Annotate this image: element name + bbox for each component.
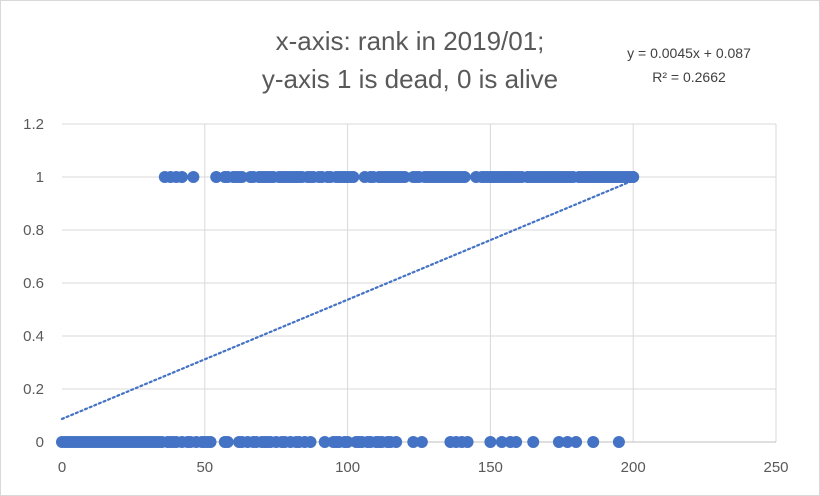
y-tick-label: 1 [36,169,44,186]
y-tick-label: 0.8 [23,222,44,239]
data-point [552,436,565,448]
y-tick-label: 0.2 [23,381,44,398]
data-point [495,436,508,448]
data-point [612,436,625,448]
y-tick-label: 0.6 [23,275,44,292]
data-point [627,171,640,183]
trendline-equation: y = 0.0045x + 0.087 [627,45,751,61]
data-point [318,436,331,448]
data-point [221,436,234,448]
data-point [458,171,471,183]
chart-title-line-1: x-axis: rank in 2019/01; [276,26,545,56]
data-point [570,436,583,448]
data-point [587,436,600,448]
data-point [398,171,411,183]
trendline-r-squared: R² = 0.2662 [652,69,726,85]
y-tick-label: 0 [36,434,44,451]
data-points [56,171,640,448]
chart-title-line-2: y-axis 1 is dead, 0 is alive [262,64,558,94]
trendline [60,179,635,421]
data-point [461,436,474,448]
data-point [390,436,403,448]
trendline-layer [60,179,635,421]
data-point [341,436,354,448]
y-tick-label: 1.2 [23,116,44,133]
data-point [527,436,540,448]
data-point [415,436,428,448]
data-point [304,436,317,448]
tick-labels: 0 50 100 150 200 250 0 0.2 0.4 0.6 0.8 1 1.2 [23,116,788,476]
data-point [510,436,523,448]
x-tick-label: 0 [58,459,66,476]
data-point [187,171,200,183]
x-tick-label: 50 [196,459,213,476]
x-tick-label: 150 [478,459,503,476]
data-point [484,436,497,448]
data-point [561,436,574,448]
data-point [204,436,217,448]
data-point [210,171,223,183]
x-tick-label: 200 [621,459,646,476]
x-tick-label: 100 [335,459,360,476]
x-tick-label: 250 [763,459,788,476]
y-tick-label: 0.4 [23,328,44,345]
data-point [235,171,248,183]
data-point [407,436,420,448]
data-point [347,171,360,183]
data-point [175,171,188,183]
